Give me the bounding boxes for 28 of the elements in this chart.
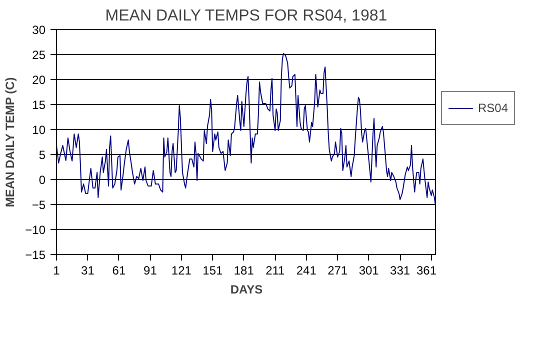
- x-tick-label: 331: [390, 264, 410, 278]
- x-tick-label: 1: [53, 264, 60, 278]
- x-tick-label: 61: [112, 264, 126, 278]
- x-tick-label: 121: [171, 264, 192, 278]
- chart-title: MEAN DAILY TEMPS FOR RS04, 1981: [105, 8, 388, 24]
- y-tick-label: 15: [32, 98, 46, 112]
- x-tick-label: 301: [358, 264, 380, 278]
- y-tick-label: −15: [25, 248, 46, 262]
- x-tick-label: 361: [416, 264, 437, 278]
- x-tick-label: 211: [266, 264, 286, 278]
- x-tick-label: 181: [234, 264, 254, 278]
- y-tick-label: 20: [32, 73, 46, 87]
- line-series: [56, 53, 436, 206]
- x-axis-title: DAYS: [230, 282, 263, 296]
- x-tick-label: 91: [144, 264, 158, 278]
- y-tick-label: 30: [32, 23, 46, 37]
- y-tick-label: −5: [32, 198, 46, 212]
- y-tick-label: 10: [32, 123, 46, 137]
- y-tick-label: 25: [32, 48, 46, 62]
- x-tick-label: 271: [328, 264, 348, 278]
- y-tick-label: −10: [25, 223, 46, 237]
- legend-label: RS04: [478, 101, 508, 115]
- x-tick-label: 241: [296, 264, 317, 278]
- x-tick-label: 31: [81, 264, 95, 278]
- y-tick-label: 5: [38, 148, 46, 162]
- x-tick-label: 151: [202, 264, 223, 278]
- y-axis-title: MEAN DAILY TEMP (C): [3, 77, 18, 208]
- y-tick-label: 0: [38, 173, 46, 187]
